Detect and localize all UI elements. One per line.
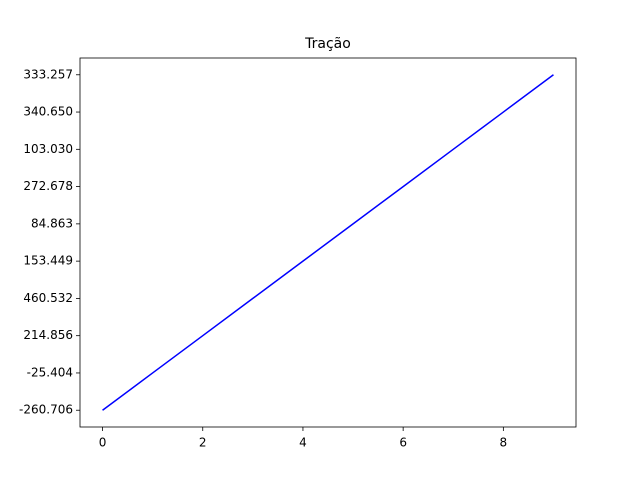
y-tick-label: 84.863 [31, 216, 73, 230]
x-tick-label: 8 [500, 436, 508, 450]
x-tick-label: 0 [99, 436, 107, 450]
chart-title: Tração [304, 36, 351, 52]
x-tick-label: 2 [199, 436, 207, 450]
y-tick-label: 340.650 [23, 105, 73, 119]
data-line [102, 74, 554, 411]
y-tick-label: 460.532 [23, 291, 73, 305]
y-tick-label: -25.404 [27, 365, 73, 379]
plot-frame [79, 57, 577, 428]
y-tick-label: 103.030 [23, 142, 73, 156]
y-tick-label: 272.678 [23, 179, 73, 193]
y-tick-label: 153.449 [23, 254, 73, 268]
y-tick-label: -260.706 [19, 403, 73, 417]
y-tick-label: 214.856 [23, 328, 73, 342]
x-tick-label: 4 [299, 436, 307, 450]
x-tick-label: 6 [399, 436, 407, 450]
y-tick-label: 333.257 [23, 67, 73, 81]
